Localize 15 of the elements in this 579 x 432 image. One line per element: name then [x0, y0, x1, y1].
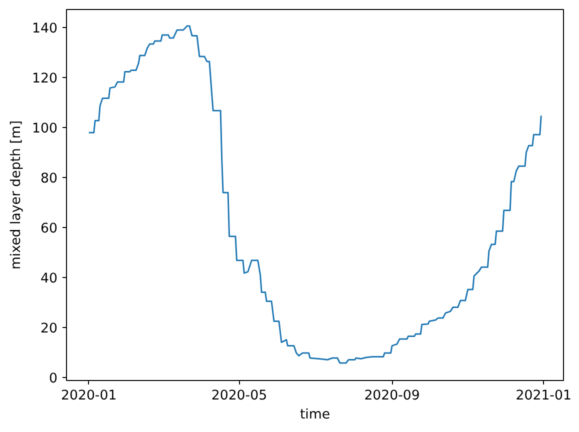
y-tick-label: 0 [49, 372, 58, 386]
y-axis-title: mixed layer depth [m] [9, 120, 24, 270]
y-tick-label: 100 [32, 122, 58, 137]
line-series [88, 25, 542, 364]
y-tick-label: 80 [40, 172, 58, 187]
y-tick-label: 120 [32, 72, 58, 87]
y-tick-label: 140 [32, 22, 58, 37]
x-tick-label: 2020-01 [61, 388, 117, 404]
y-tick-label: 40 [40, 272, 58, 287]
y-tick-label: 60 [40, 222, 58, 237]
x-tick-label: 2021-01 [516, 388, 572, 404]
x-tick-label: 2020-09 [364, 388, 420, 404]
y-tick-label: 20 [40, 322, 58, 337]
x-axis-title: time [300, 408, 330, 422]
x-tick-label: 2020-05 [211, 388, 268, 404]
